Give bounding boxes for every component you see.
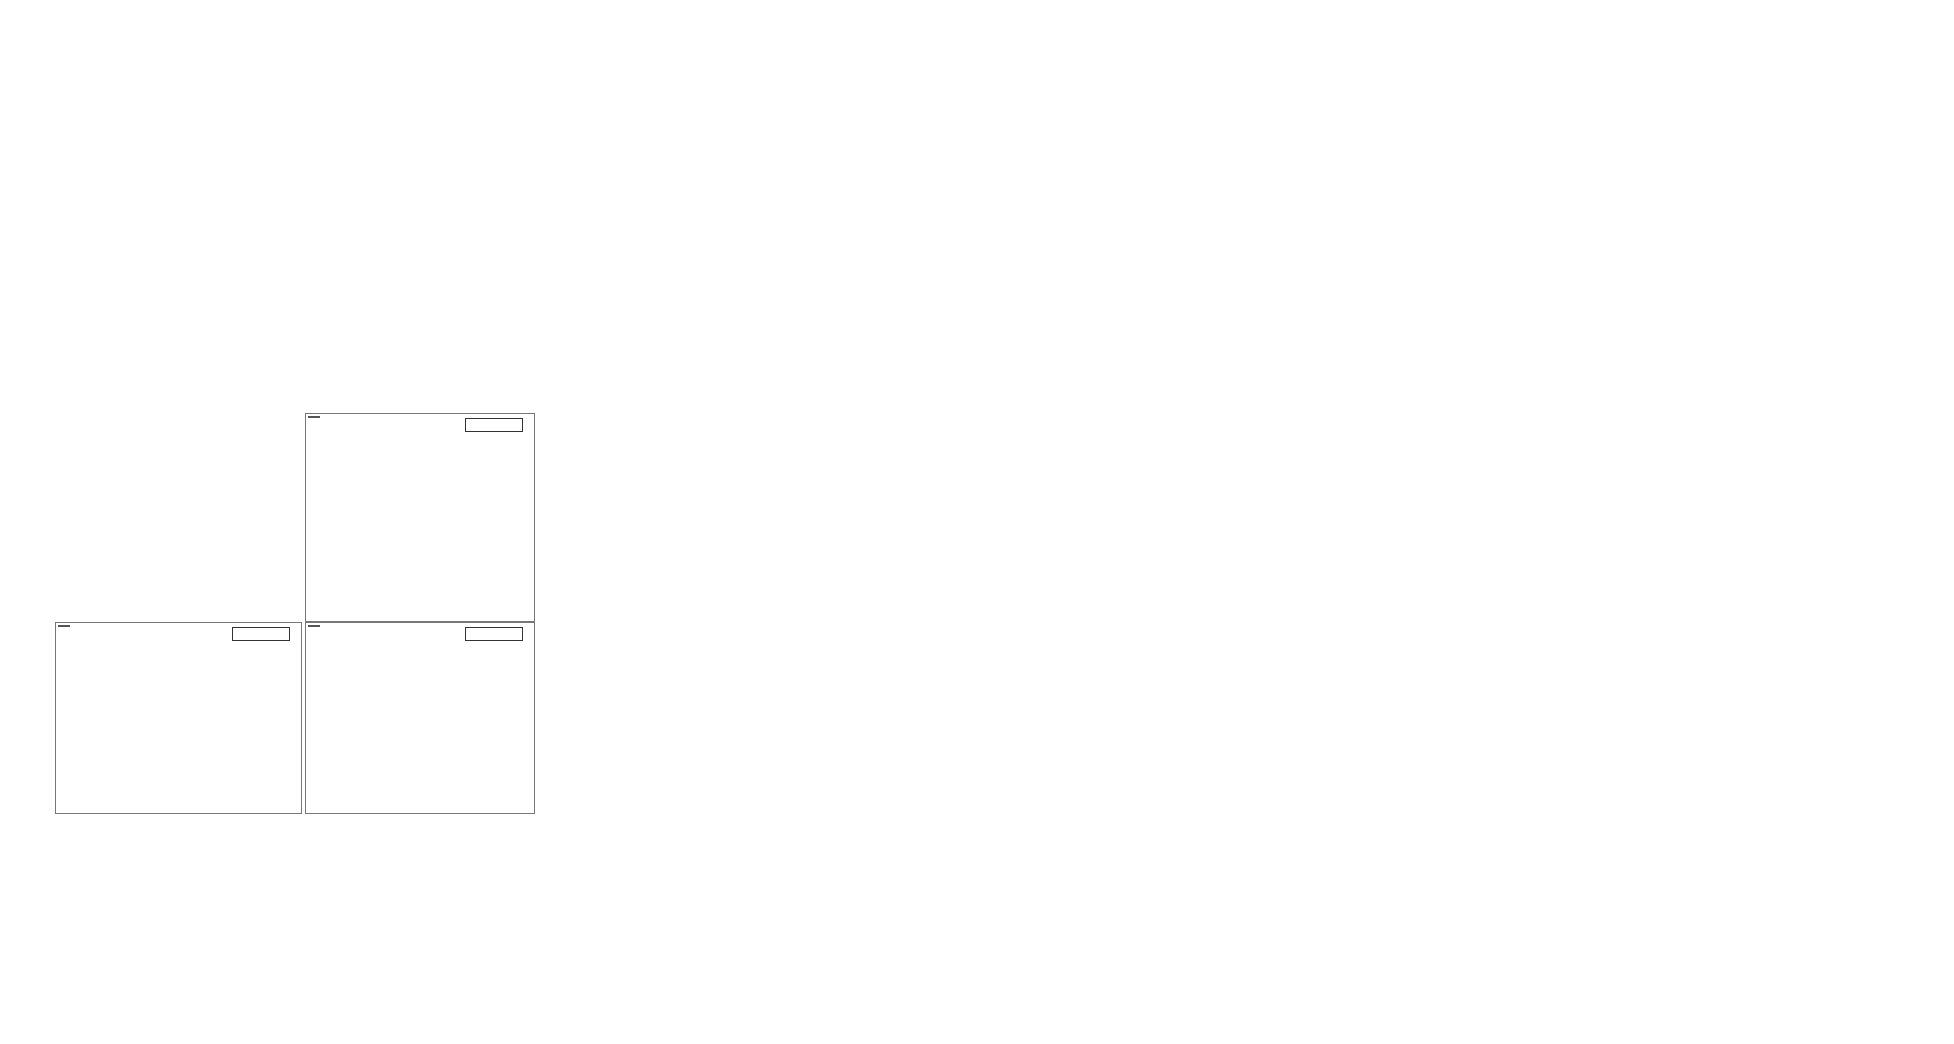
ck-colorbar-gradient — [232, 627, 290, 641]
quantity-adsorbed-chart — [548, 0, 1093, 400]
pk-map-image — [305, 413, 535, 622]
sem-image — [1183, 8, 1954, 365]
ck-element-map — [55, 622, 302, 814]
ok-scalebar — [451, 803, 525, 807]
pk-element-map — [305, 413, 535, 622]
ck-map-image — [55, 622, 302, 814]
ok-scalebar-line — [451, 805, 525, 807]
ck-colorbar — [228, 627, 294, 641]
eds-spectrum — [85, 420, 300, 618]
ck-map-label — [58, 625, 70, 627]
pk-map-label — [308, 416, 320, 418]
pk-scalebar-line — [451, 613, 525, 615]
p2p-xps-fit-chart — [1090, 402, 1950, 842]
ck-scalebar-line — [218, 805, 292, 807]
xps-survey-chart — [598, 402, 1116, 842]
ok-colorbar — [461, 627, 527, 641]
pore-size-distribution-inset — [128, 22, 396, 208]
ck-scalebar — [218, 803, 292, 807]
ok-map-image — [305, 622, 535, 814]
pk-colorbar-gradient — [465, 418, 523, 432]
ok-colorbar-gradient — [465, 627, 523, 641]
pk-colorbar — [461, 418, 527, 432]
ok-element-map — [305, 622, 535, 814]
pk-scalebar — [451, 611, 525, 615]
eds-spectrum-plot — [85, 420, 300, 618]
ok-map-label — [308, 625, 320, 627]
sem-scalebar — [1783, 292, 1935, 306]
sem-scalebar-line — [1783, 300, 1935, 306]
